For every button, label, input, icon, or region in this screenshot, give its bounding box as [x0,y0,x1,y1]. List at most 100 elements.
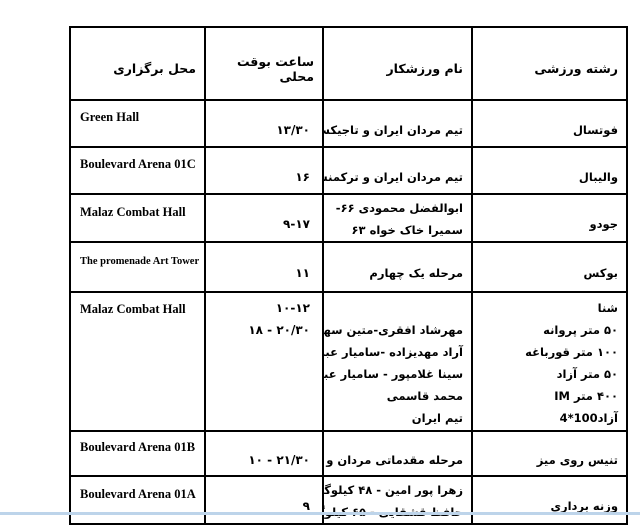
venue-cell: Malaz Combat Hall [69,291,206,432]
time-text: ۱۰-۱۲ [275,301,310,315]
sport-cell: شنا ۵۰ متر پروانه ۱۰۰ متر قورباغه ۵۰ متر آز… [471,291,628,432]
athlete-stack: مرحله یک چهارم [326,262,463,284]
athlete-cell: زهرا پور امین - ۴۸ کیلوگرمحافظ قشقایی - … [322,475,473,525]
athlete-name: سمیرا خاک خواه ۶۳ [351,223,463,237]
athlete-stack: تیم مردان ایران و تاجیکستان [325,119,463,141]
time-text: ۱۰ - ۲۱/۳۰ [248,452,310,467]
sport-stack: بوکس [475,262,618,284]
sport-name: والیبال [578,169,618,184]
sport-name: ۵۰ متر آزاد [556,367,618,381]
time-stack: ۱۰-۱۲ ۱۸ - ۲۰/۳۰ [208,297,310,341]
sport-cell: جودو [471,193,628,243]
time-cell: ۱۳/۳۰ [204,99,324,148]
athlete-name: مرحله یک چهارم [369,266,463,280]
athlete-stack: مرحله مقدماتی مردان و زنان [325,449,463,471]
sport-cell: بوکس [471,241,628,293]
schedule-table-body: Green Hall ۱۳/۳۰ تیم مردان ایران و تاجیکست… [69,99,628,525]
table-row: Boulevard Arena 01A ۹ زهرا پور امین - ۴۸ ک… [69,475,628,525]
header-row: محل برگزاری ساعت بوقت محلی نام ورزشکار ر… [69,26,628,101]
venue-text: The promenade Art Tower [80,255,200,267]
venue-text: Boulevard Arena 01A [80,486,196,501]
athlete-cell: تیم مردان ایران و ترکمنستان [322,146,473,195]
athlete-name: تیم ایران [411,411,463,425]
venue-cell: Boulevard Arena 01C [69,146,206,195]
venue-text: Malaz Combat Hall [80,302,186,316]
time-cell: ۱۱ [204,241,324,293]
sport-cell: وزنه برداری [471,475,628,525]
athlete-cell: مرحله یک چهارم [322,241,473,293]
athlete-name: زهرا پور امین - ۴۸ کیلوگرم [324,483,463,497]
time-cell: ۹-۱۷ [204,193,324,243]
venue-cell: Boulevard Arena 01B [69,430,206,477]
venue-text: Malaz Combat Hall [80,204,186,219]
sport-name: وزنه برداری [550,499,618,513]
table-row: Boulevard Arena 01B ۱۰ - ۲۱/۳۰ مرحله مقدما… [69,430,628,477]
time-cell: ۱۰ - ۲۱/۳۰ [204,430,324,477]
time-stack: ۱۰ - ۲۱/۳۰ [208,449,310,471]
sport-stack: والیبال [475,166,618,188]
athlete-name: آراد مهدیزاده -سامیار عبدلی [325,345,463,359]
window-bottom-edge [0,512,640,515]
sport-name: جودو [589,217,618,231]
athlete-name: تیم مردان ایران و تاجیکستان [325,122,463,137]
time-text: ۱۸ - ۲۰/۳۰ [248,323,310,337]
athlete-name: ابوالفضل محمودی ۶۶- [335,201,463,215]
athlete-name: سینا غلامپور - سامیار عبدلی [324,367,463,381]
table-row: The promenade Art Tower ۱۱ مرحله یک چهارم ب… [69,241,628,293]
venue-cell: Boulevard Arena 01A [69,475,206,525]
sport-cell: تنیس روی میز [471,430,628,477]
athlete-cell: تیم مردان ایران و تاجیکستان [322,99,473,148]
sport-name: بوکس [583,266,618,280]
venue-text: Green Hall [80,110,140,124]
time-stack: ۱۱ [208,262,310,284]
venue-cell: Green Hall [69,99,206,148]
time-stack: ۹ [208,495,310,517]
sport-cell: فوتسال [471,99,628,148]
sport-cell: والیبال [471,146,628,195]
time-text: ۱۱ [295,266,310,280]
sport-stack: شنا ۵۰ متر پروانه ۱۰۰ متر قورباغه ۵۰ متر آز… [475,297,618,429]
sport-name: تنیس روی میز [536,452,618,467]
sport-stack: وزنه برداری [475,495,618,517]
table-row: Boulevard Arena 01C ۱۶ تیم مردان ایران و ت… [69,146,628,195]
table-row: Green Hall ۱۳/۳۰ تیم مردان ایران و تاجیکست… [69,99,628,148]
sport-name: ۴۰۰ متر IM [554,389,618,403]
athlete-stack: تیم مردان ایران و ترکمنستان [325,166,463,188]
sport-stack: جودو [475,213,618,235]
sport-name: ۵۰ متر پروانه [543,323,618,337]
venue-cell: The promenade Art Tower [69,241,206,293]
venue-text: Boulevard Arena 01C [80,157,196,171]
athlete-name: محمد قاسمی [386,389,463,403]
time-text: ۹-۱۷ [283,217,310,231]
venue-text: Boulevard Arena 01B [80,440,196,454]
time-stack: ۹-۱۷ [208,213,310,235]
time-text: ۱۶ [295,169,310,184]
header-venue: محل برگزاری [69,26,206,101]
venue-cell: Malaz Combat Hall [69,193,206,243]
athlete-cell: مرحله مقدماتی مردان و زنان [322,430,473,477]
athlete-cell: مهرشاد افقری-متین سهران آراد مهدیزاده -سا… [322,291,473,432]
time-stack: ۱۶ [208,166,310,188]
header-athlete: نام ورزشکار [322,26,473,101]
time-cell: ۱۶ [204,146,324,195]
time-text: ۹ [302,499,310,513]
table-row: Malaz Combat Hall ۱۰-۱۲ ۱۸ - ۲۰/۳۰ مهرشاد ا… [69,291,628,432]
sport-name: فوتسال [572,122,618,137]
time-stack: ۱۳/۳۰ [208,119,310,141]
schedule-table: محل برگزاری ساعت بوقت محلی نام ورزشکار ر… [69,26,628,525]
athlete-stack: زهرا پور امین - ۴۸ کیلوگرمحافظ قشقایی - … [324,479,463,522]
time-cell: ۹ [204,475,324,525]
sport-name: ۱۰۰ متر قورباغه [525,345,618,359]
sport-name: 4*100آزاد [559,411,618,425]
athlete-name: مهرشاد افقری-متین سهران [323,323,463,337]
athlete-cell: ابوالفضل محمودی ۶۶- سمیرا خاک خواه ۶۳ [322,193,473,243]
table-row: Malaz Combat Hall ۹-۱۷ ابوالفضل محمودی ۶۶-… [69,193,628,243]
sport-stack: تنیس روی میز [475,449,618,471]
athlete-stack: ابوالفضل محمودی ۶۶- سمیرا خاک خواه ۶۳ [326,197,463,240]
header-sport: رشته ورزشی [471,26,628,101]
sport-stack: فوتسال [475,119,618,141]
athlete-name: تیم مردان ایران و ترکمنستان [325,169,463,184]
athlete-name: مرحله مقدماتی مردان و زنان [325,452,463,467]
athlete-stack: مهرشاد افقری-متین سهران آراد مهدیزاده -سا… [323,319,463,429]
